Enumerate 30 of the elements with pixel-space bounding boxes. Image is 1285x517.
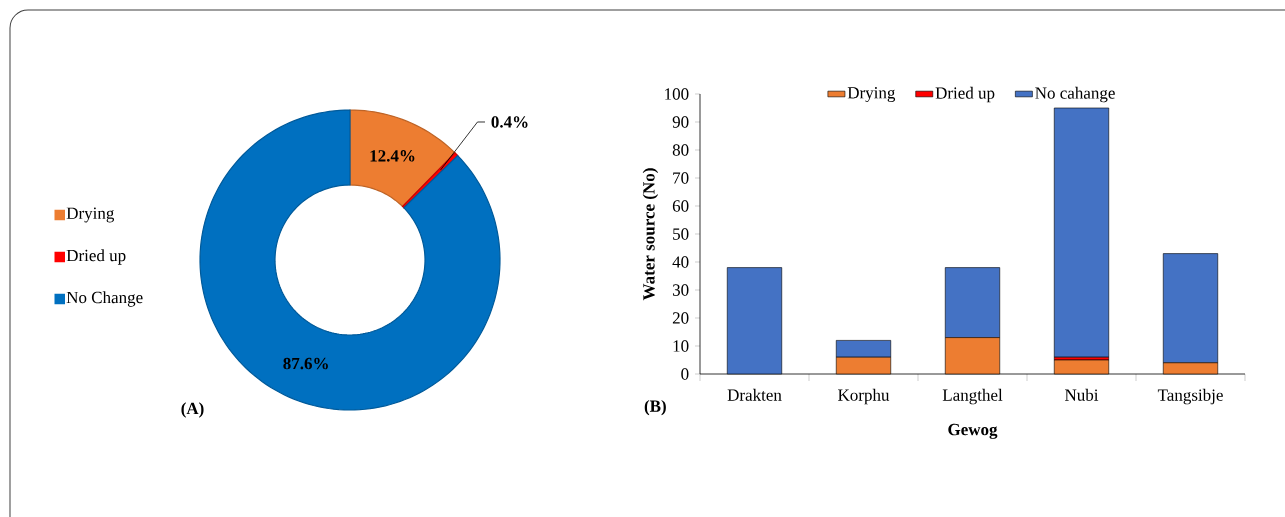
data-label: 12.4% [370, 150, 415, 162]
y-tick-label: 10 [673, 340, 689, 352]
x-tick-label: Langthel [942, 388, 1003, 405]
text: (A) [181, 402, 204, 418]
x-tick-label: Nubi [1065, 388, 1099, 401]
data-label: 87.6% [283, 357, 328, 370]
y-tick-label: 40 [672, 256, 689, 268]
legend-label: Dried up [935, 86, 995, 103]
bar [1053, 107, 1110, 358]
y-tick-label: 90 [672, 116, 689, 128]
legend-label: Drying [847, 87, 896, 103]
y-tick-label: 80 [672, 144, 689, 156]
data-label: 0.4% [491, 116, 528, 128]
y-tick-label: 30 [672, 284, 689, 296]
legend-label: No Change [66, 291, 143, 307]
x-axis-title: Gewog [948, 423, 998, 439]
y-tick-label: 60 [672, 200, 689, 212]
legend-label: Dried up [66, 249, 126, 265]
x-tick-label: Korphu [838, 388, 890, 405]
x-tick-label: Drakten [727, 388, 782, 401]
y-tick-label: 50 [673, 228, 689, 240]
y-tick-label: 70 [673, 172, 689, 184]
legend-label: No cahange [1035, 86, 1115, 103]
x-tick-label: Tangsibje [1157, 388, 1223, 405]
y-tick-label: 100 [665, 88, 689, 100]
y-tick-label: 0 [681, 368, 689, 380]
legend-label: Drying [66, 207, 115, 223]
y-tick-label: 20 [672, 312, 689, 324]
y-axis-title: Water source (No) [642, 168, 659, 301]
text: (B) [644, 399, 666, 416]
